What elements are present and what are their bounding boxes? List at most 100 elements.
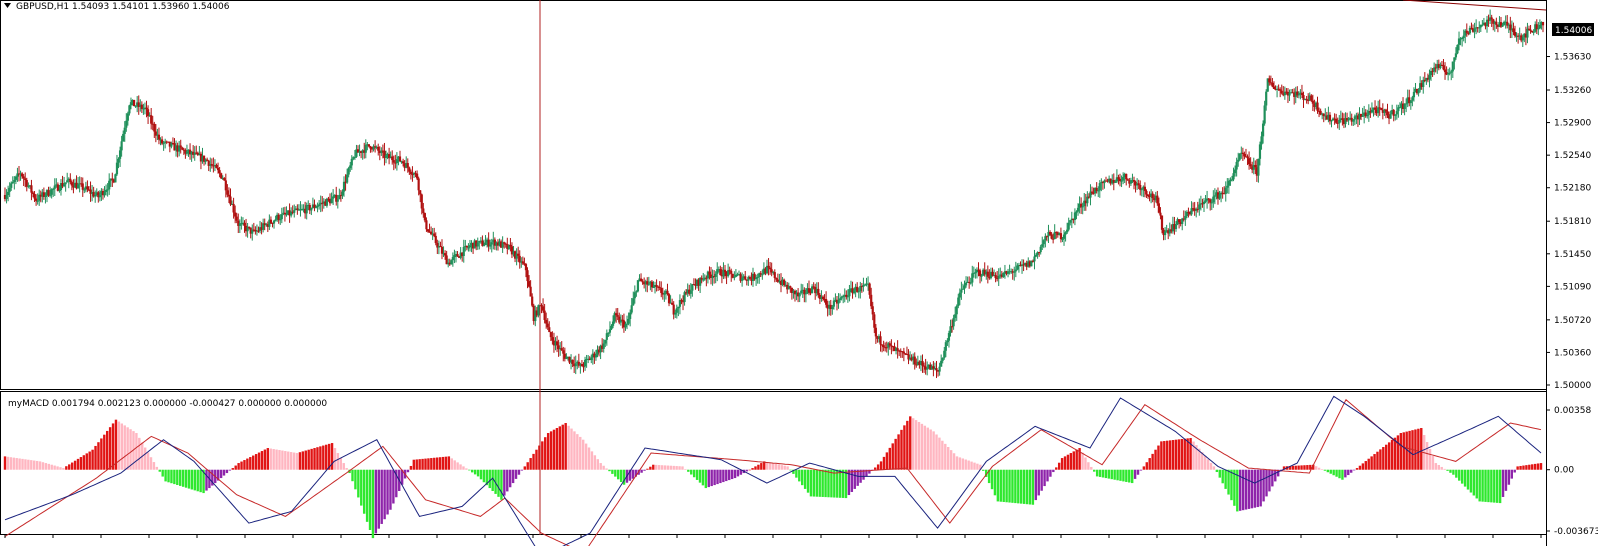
candle-body <box>202 155 206 162</box>
candle-body <box>154 131 157 136</box>
macd-histogram-bar <box>1297 465 1300 470</box>
macd-histogram-bar <box>1081 452 1084 470</box>
macd-histogram-bar <box>593 455 597 470</box>
candle-body <box>835 299 839 304</box>
candle-body <box>300 208 304 210</box>
macd-histogram-bar <box>415 459 418 470</box>
macd-histogram-bar <box>900 429 903 470</box>
macd-histogram-bar <box>421 458 424 470</box>
macd-histogram-bar <box>1309 464 1312 470</box>
macd-histogram-bar <box>1536 463 1540 470</box>
candle-body <box>416 173 419 179</box>
macd-histogram-bar <box>1344 469 1347 478</box>
candle-body <box>403 163 406 168</box>
macd-histogram-bar <box>406 469 410 473</box>
candle-body <box>716 269 719 274</box>
macd-histogram-bar <box>380 469 383 524</box>
candle-body <box>1355 115 1358 117</box>
candle-body <box>938 366 941 372</box>
candle-body <box>129 102 133 106</box>
candle-body <box>1467 32 1470 34</box>
macd-histogram-bar <box>1288 466 1292 470</box>
candle-body <box>336 199 339 202</box>
macd-histogram-bar <box>675 466 678 470</box>
candle-body <box>1056 232 1059 236</box>
macd-histogram-bar <box>1349 469 1353 473</box>
candle-body <box>1159 212 1162 216</box>
candle-body <box>62 184 66 187</box>
candle-body <box>226 190 229 195</box>
candle-body <box>358 151 361 153</box>
macd-histogram-bar <box>35 460 39 470</box>
macd-histogram-bar <box>222 469 226 476</box>
macd-histogram-bar <box>993 469 997 496</box>
candle-body <box>1313 103 1316 107</box>
candle-body <box>1498 22 1501 27</box>
candle-body <box>1122 177 1125 181</box>
candle-body <box>1369 110 1372 113</box>
candle-body <box>1255 167 1258 176</box>
candle-body <box>64 182 67 185</box>
macd-histogram-bar <box>1420 428 1423 470</box>
candle-body <box>442 253 445 255</box>
macd-histogram-bar <box>412 459 416 470</box>
macd-histogram-bar <box>325 444 328 470</box>
candle-body <box>779 280 783 285</box>
candle-body <box>1401 103 1405 109</box>
candle-body <box>552 340 556 346</box>
macd-histogram-bar <box>1011 469 1014 503</box>
candle-body <box>1059 233 1063 240</box>
candle-body <box>314 207 318 209</box>
candle-body <box>1479 24 1482 28</box>
candle-body <box>733 276 736 278</box>
candle-body <box>1330 120 1333 122</box>
candle-body <box>879 336 882 345</box>
macd-histogram-bar <box>362 469 366 514</box>
candle-body <box>685 292 688 294</box>
candle-body <box>1417 89 1420 94</box>
trend-line[interactable] <box>1402 0 1547 11</box>
candle-body <box>520 261 523 263</box>
macd-histogram-bar <box>459 464 462 470</box>
candle-body <box>145 107 148 110</box>
macd-histogram-bar <box>1268 469 1271 492</box>
candle-body <box>392 160 395 163</box>
candle-body <box>215 164 218 168</box>
candle-body <box>512 251 515 255</box>
macd-histogram-bar <box>1428 449 1432 470</box>
candle-body <box>33 193 36 199</box>
candle-body <box>513 251 517 259</box>
macd-histogram-bar <box>59 467 62 470</box>
macd-histogram-bar <box>196 469 199 492</box>
price-axis-label: 1.50720 <box>1554 316 1591 326</box>
macd-histogram-bar <box>631 469 635 479</box>
macd-histogram-bar <box>1332 469 1335 476</box>
candle-body <box>971 273 974 283</box>
candle-body <box>1086 196 1089 204</box>
macd-histogram-bar <box>1449 469 1452 473</box>
candle-body <box>1261 123 1265 137</box>
macd-histogram-bar <box>1034 469 1038 501</box>
candle-body <box>182 149 185 151</box>
macd-histogram-bar <box>386 469 389 515</box>
macd-histogram-bar <box>1282 466 1286 470</box>
candle-body <box>201 155 204 162</box>
candle-body <box>459 252 462 258</box>
candle-body <box>599 345 602 353</box>
candle-body <box>1509 24 1512 31</box>
candle-body <box>364 144 367 153</box>
macd-histogram-bar <box>856 469 859 486</box>
candle-body <box>279 219 282 221</box>
dropdown-triangle-icon[interactable] <box>4 3 11 8</box>
candle-body <box>1120 180 1123 182</box>
macd-histogram-bar <box>120 423 124 470</box>
candle-body <box>888 343 891 346</box>
candle-body <box>997 275 1000 279</box>
price-axis-label: 1.51450 <box>1554 250 1591 260</box>
time-axis-ticks <box>4 534 1542 538</box>
candle-body <box>828 304 831 309</box>
candle-body <box>767 265 770 268</box>
candle-body <box>703 277 706 280</box>
